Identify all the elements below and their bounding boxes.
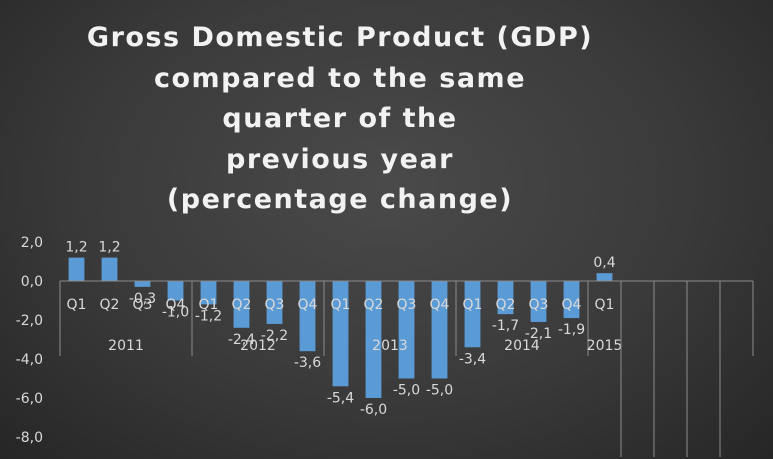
data-label: 1,2 <box>98 240 120 256</box>
category-label: Q4 <box>430 297 450 313</box>
chart-title: Gross Domestic Product (GDP) compared to… <box>70 18 610 221</box>
bar <box>497 281 514 315</box>
year-label: 2013 <box>372 338 408 354</box>
title-line-4: previous year <box>226 143 454 175</box>
category-label: Q2 <box>496 297 516 313</box>
data-label: -6,0 <box>360 402 387 418</box>
category-label: Q2 <box>232 297 252 313</box>
bar <box>398 281 415 379</box>
year-label: 2011 <box>108 338 144 354</box>
data-label: -1,7 <box>492 318 519 334</box>
bar <box>365 281 382 398</box>
category-label: Q1 <box>331 297 351 313</box>
year-label: 2014 <box>504 338 540 354</box>
category-label: Q1 <box>67 297 87 313</box>
bar <box>233 281 250 328</box>
data-label: -1,9 <box>558 322 585 338</box>
data-label: -2,1 <box>525 326 552 342</box>
data-label: -3,4 <box>459 351 486 367</box>
bar <box>332 281 349 387</box>
bar <box>299 281 316 352</box>
title-line-5: (percentage change) <box>166 184 514 215</box>
bar <box>101 257 118 281</box>
category-label: Q2 <box>364 297 384 313</box>
data-label: -5,0 <box>426 383 453 399</box>
category-label: Q3 <box>529 297 549 313</box>
data-label: 0,4 <box>593 255 615 271</box>
y-tick-label: -6,0 <box>16 391 43 407</box>
data-label: 1,2 <box>65 240 87 256</box>
data-label: -5,4 <box>327 390 354 406</box>
data-label: -1,0 <box>162 305 189 321</box>
y-tick-label: -8,0 <box>16 430 43 446</box>
bar <box>464 281 481 348</box>
y-tick-label: 2,0 <box>21 235 43 251</box>
category-label: Q4 <box>166 297 186 313</box>
data-label: -2,2 <box>261 328 288 344</box>
bar <box>431 281 448 379</box>
bar <box>596 273 613 281</box>
y-tick-label: -2,0 <box>16 313 43 329</box>
category-label: Q3 <box>265 297 285 313</box>
bar <box>530 281 547 322</box>
data-label: -5,0 <box>393 383 420 399</box>
category-label: Q2 <box>100 297 120 313</box>
bar <box>266 281 283 324</box>
data-label: -2,4 <box>228 332 255 348</box>
category-label: Q4 <box>562 297 582 313</box>
y-tick-label: -4,0 <box>16 352 43 368</box>
year-label: 2015 <box>587 338 623 354</box>
bar <box>200 281 217 305</box>
category-label: Q1 <box>199 297 219 313</box>
bar <box>563 281 580 319</box>
bar <box>134 281 151 287</box>
category-label: Q3 <box>397 297 417 313</box>
title-line-1: Gross Domestic Product (GDP) <box>86 22 594 53</box>
title-line-3: quarter of the <box>222 103 458 134</box>
category-label: Q1 <box>463 297 483 313</box>
data-label: -0,3 <box>129 291 156 307</box>
category-label: Q3 <box>133 297 153 313</box>
title-line-2: compared to the same <box>153 62 527 94</box>
data-label: -3,6 <box>294 355 321 371</box>
bar <box>167 281 184 301</box>
year-label: 2012 <box>240 338 276 354</box>
data-label: -1,2 <box>195 308 222 324</box>
bar <box>68 257 85 281</box>
y-tick-label: 0,0 <box>21 274 43 290</box>
category-label: Q1 <box>595 297 615 313</box>
category-label: Q4 <box>298 297 318 313</box>
